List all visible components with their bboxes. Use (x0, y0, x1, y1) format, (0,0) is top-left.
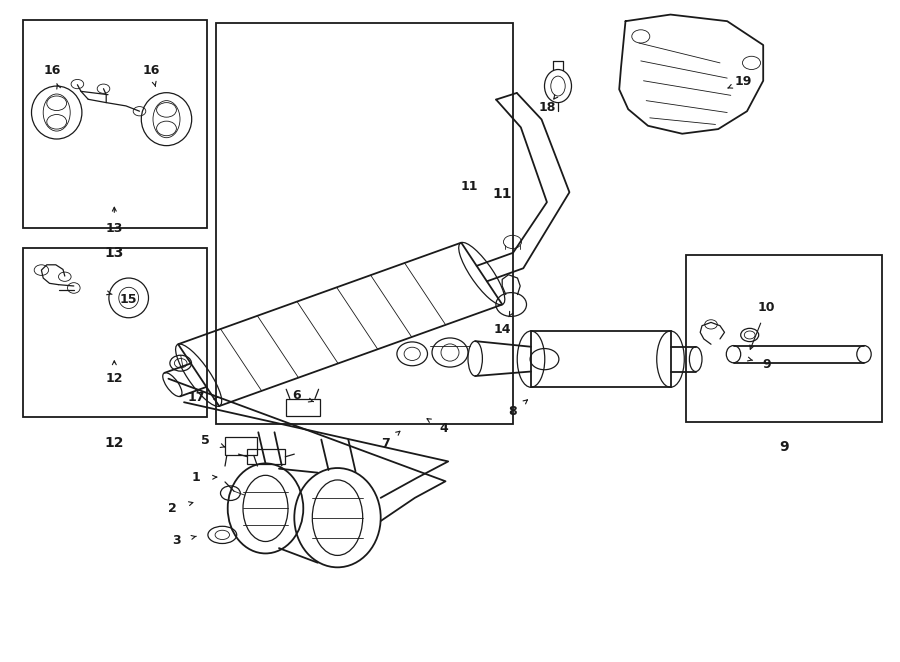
Text: 8: 8 (508, 405, 518, 418)
Text: 17: 17 (187, 391, 205, 404)
Bar (225, 437, 257, 455)
Bar (22, 20, 207, 228)
Text: 6: 6 (292, 389, 302, 402)
Bar (248, 449, 285, 464)
Text: 12: 12 (104, 436, 124, 449)
Text: 9: 9 (779, 440, 788, 453)
Text: 19: 19 (734, 75, 752, 88)
Text: 14: 14 (493, 322, 511, 336)
Text: 1: 1 (192, 471, 201, 485)
Text: 7: 7 (381, 437, 390, 450)
Bar (686, 255, 882, 422)
Text: 13: 13 (105, 222, 123, 235)
Text: 15: 15 (120, 293, 138, 306)
Text: 3: 3 (172, 534, 181, 547)
Text: 9: 9 (762, 357, 771, 371)
Text: 12: 12 (105, 372, 123, 385)
Text: 4: 4 (439, 422, 448, 436)
Bar (531, 331, 670, 387)
Text: 2: 2 (168, 502, 177, 515)
Text: 13: 13 (104, 246, 124, 260)
Bar (22, 248, 207, 417)
Text: 11: 11 (492, 187, 512, 201)
Text: 16: 16 (142, 64, 160, 77)
Text: 10: 10 (758, 301, 776, 314)
Text: 18: 18 (538, 101, 556, 114)
Text: 16: 16 (43, 64, 61, 77)
Text: 5: 5 (201, 434, 210, 447)
Text: 11: 11 (461, 180, 479, 193)
Bar (286, 399, 320, 416)
Bar (216, 23, 513, 424)
